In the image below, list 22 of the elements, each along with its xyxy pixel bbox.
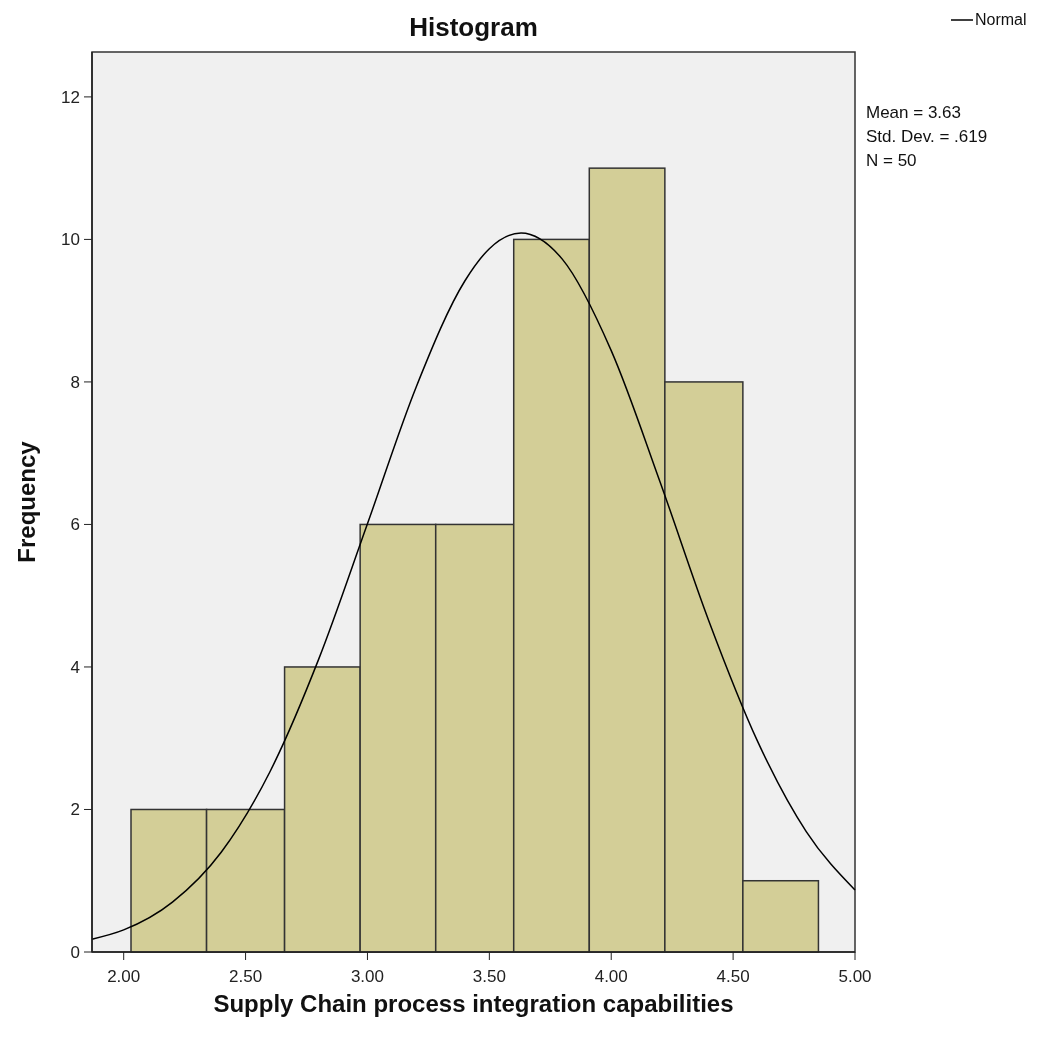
y-tick-label: 8 — [70, 372, 80, 392]
chart-title: Histogram — [409, 12, 538, 42]
x-tick-label: 3.50 — [472, 967, 506, 986]
x-tick-label: 4.50 — [716, 967, 750, 986]
y-tick-label: 10 — [61, 230, 80, 250]
y-tick-label: 0 — [70, 943, 80, 962]
x-tick-label: 2.50 — [229, 967, 263, 986]
text: Std. Dev. = .619 — [866, 127, 988, 146]
y-tick-label: 4 — [70, 657, 80, 677]
x-axis-title: Supply Chain process integration capabilities — [213, 990, 734, 1017]
x-tick-label: 5.00 — [838, 967, 872, 986]
text: Mean = 3.63 — [866, 103, 961, 122]
text: N = 50 — [866, 151, 917, 170]
x-tick-label: 3.00 — [350, 967, 385, 986]
y-tick-label: 6 — [70, 515, 80, 535]
x-tick-label: 4.00 — [594, 967, 628, 986]
x-tick-label: 2.00 — [107, 967, 141, 986]
y-axis-title: Frequency — [13, 440, 40, 563]
line-series — [91, 232, 856, 940]
y-tick-label: 2 — [70, 800, 80, 820]
legend-label: Normal — [975, 11, 1027, 28]
y-tick-label: 12 — [61, 87, 80, 107]
